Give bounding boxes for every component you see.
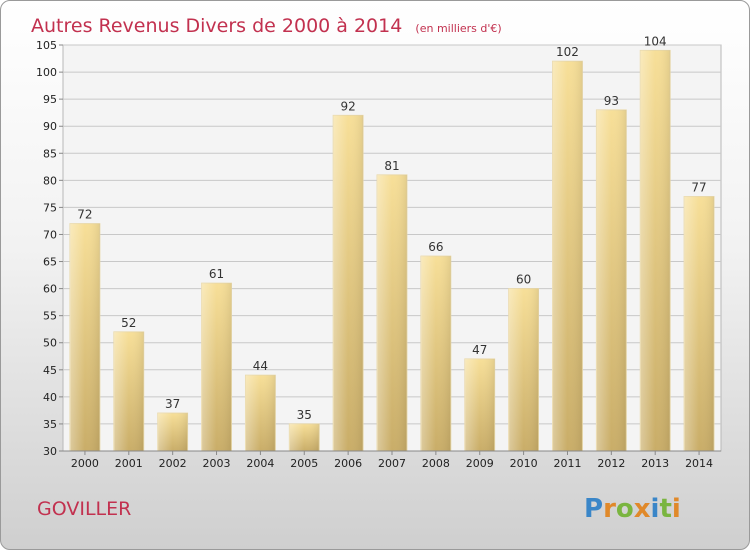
bar-shade [70,223,100,451]
y-tick-label: 85 [43,147,57,160]
logo-letter: i [651,494,660,524]
proxiti-logo: Proxiti [584,494,681,524]
svg-text:Autres Revenus Divers de 2000: Autres Revenus Divers de 2000 à 2014 (en… [31,15,502,37]
y-tick-label: 30 [43,445,57,458]
bar-value-label: 81 [384,159,399,173]
y-tick-label: 55 [43,310,57,323]
bar-shade [245,375,276,451]
bar-value-label: 93 [604,94,619,108]
bar-shade [508,288,539,451]
y-tick-label: 105 [36,39,57,52]
bar-value-label: 72 [77,208,92,222]
y-tick-label: 60 [43,283,57,296]
commune-name: GOVILLER [37,498,131,520]
bar-shade [289,423,320,451]
chart-subtitle: (en milliers d'€) [415,22,501,35]
bar-value-label: 61 [209,267,224,281]
y-tick-label: 100 [36,66,57,79]
y-tick-label: 50 [43,337,57,350]
bar-value-label: 104 [644,34,667,48]
x-tick-label: 2001 [115,457,143,470]
bar-shade [420,256,451,451]
bar-value-label: 77 [691,181,706,195]
x-tick-label: 2007 [378,457,406,470]
x-tick-label: 2010 [510,457,538,470]
y-tick-label: 35 [43,418,57,431]
bar-shade [596,109,627,452]
y-tick-label: 40 [43,391,57,404]
bar-value-label: 92 [340,99,355,113]
bar-value-label: 66 [428,240,443,254]
logo-letter: t [659,494,671,524]
y-tick-label: 75 [43,201,57,214]
bar-value-label: 37 [165,397,180,411]
bar-shade [684,196,714,451]
bar-value-label: 60 [516,273,531,287]
bar-shade [552,61,583,452]
y-tick-label: 45 [43,364,57,377]
x-tick-label: 2012 [597,457,625,470]
logo-letter: P [584,494,603,524]
bar-value-label: 102 [556,45,579,59]
y-tick-label: 95 [43,93,57,106]
logo-letter: r [603,494,616,524]
logo-letter: x [634,494,651,524]
y-tick-label: 65 [43,256,57,269]
bar-value-label: 44 [253,359,268,373]
bar-value-label: 35 [297,408,312,422]
bar-shade [640,50,671,452]
x-tick-label: 2008 [422,457,450,470]
x-tick-label: 2003 [203,457,231,470]
y-tick-label: 80 [43,174,57,187]
bar-value-label: 47 [472,343,487,357]
x-tick-label: 2002 [159,457,187,470]
logo-letter: o [616,494,634,524]
bar-shade [113,331,144,451]
plot-area: 30 35 40 45 50 55 60 65 70 75 80 85 90 95 100 105 72 2000… [36,34,722,470]
x-tick-label: 2004 [246,457,274,470]
y-tick-label: 90 [43,120,57,133]
bar-shade [157,413,188,451]
bar-shade [377,174,407,452]
x-tick-label: 2011 [553,457,581,470]
bar-value-label: 52 [121,316,136,330]
x-tick-label: 2009 [466,457,494,470]
x-tick-label: 2005 [290,457,318,470]
x-tick-label: 2000 [71,457,99,470]
bar-shade [333,115,364,451]
logo-letter: i [672,494,681,524]
x-tick-label: 2014 [685,457,713,470]
x-tick-label: 2013 [641,457,669,470]
bar-shade [464,358,495,451]
y-tick-label: 70 [43,228,57,241]
bar-shade [201,283,232,451]
chart-title: Autres Revenus Divers de 2000 à 2014 [31,15,402,37]
x-tick-label: 2006 [334,457,362,470]
